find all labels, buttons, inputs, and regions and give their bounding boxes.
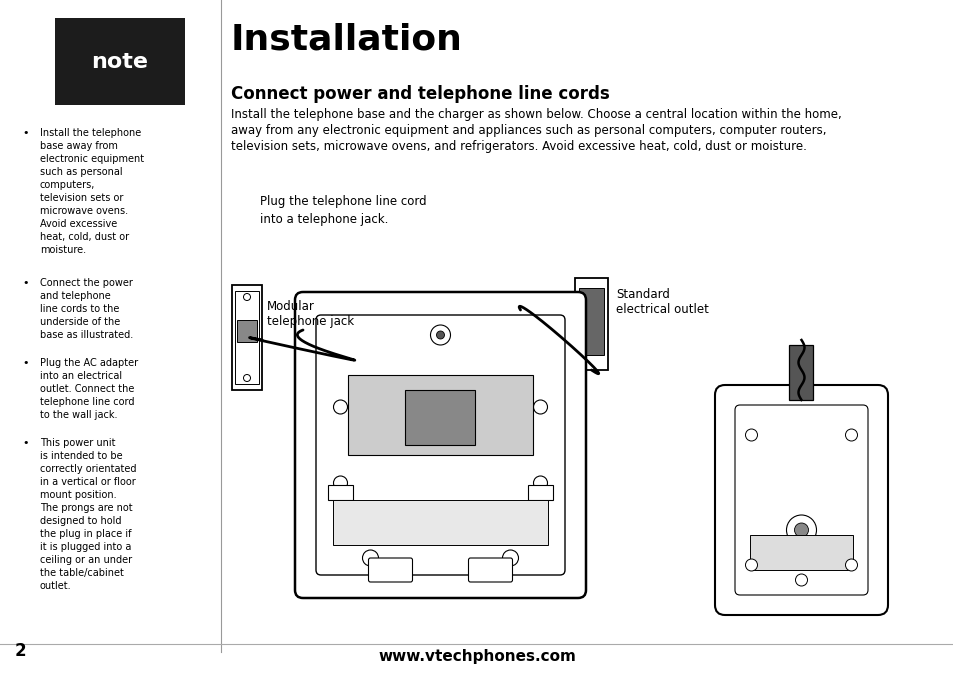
FancyBboxPatch shape — [294, 292, 585, 598]
Text: •: • — [22, 278, 29, 288]
Circle shape — [795, 574, 806, 586]
Bar — [328, 485, 353, 500]
Circle shape — [334, 400, 347, 414]
Bar — [578, 288, 603, 355]
Circle shape — [744, 559, 757, 571]
Circle shape — [243, 293, 251, 301]
Text: away from any electronic equipment and appliances such as personal computers, co: away from any electronic equipment and a… — [231, 124, 825, 137]
Text: Standard
electrical outlet: Standard electrical outlet — [616, 288, 708, 316]
Text: Connect the power
and telephone
line cords to the
underside of the
base as illus: Connect the power and telephone line cor… — [40, 278, 133, 340]
Text: note: note — [91, 52, 149, 72]
Circle shape — [502, 550, 518, 566]
FancyBboxPatch shape — [368, 558, 412, 582]
Circle shape — [844, 559, 857, 571]
Bar — [527, 485, 553, 500]
Bar — [789, 345, 813, 400]
Text: This power unit
is intended to be
correctly orientated
in a vertical or floor
mo: This power unit is intended to be correc… — [40, 438, 136, 591]
Bar — [234, 291, 258, 384]
Bar — [236, 320, 256, 342]
Text: television sets, microwave ovens, and refrigerators. Avoid excessive heat, cold,: television sets, microwave ovens, and re… — [231, 140, 806, 153]
Text: •: • — [22, 358, 29, 368]
Circle shape — [744, 429, 757, 441]
FancyBboxPatch shape — [55, 18, 185, 105]
Circle shape — [785, 515, 816, 545]
Text: •: • — [22, 128, 29, 138]
Text: Modular
telephone jack: Modular telephone jack — [267, 300, 354, 328]
Bar — [333, 500, 547, 545]
Bar — [232, 285, 262, 390]
Bar — [749, 535, 852, 570]
Circle shape — [533, 400, 547, 414]
Text: Install the telephone
base away from
electronic equipment
such as personal
compu: Install the telephone base away from ele… — [40, 128, 144, 255]
Text: Connect power and telephone line cords: Connect power and telephone line cords — [231, 85, 609, 103]
Text: Plug the AC adapter
into an electrical
outlet. Connect the
telephone line cord
t: Plug the AC adapter into an electrical o… — [40, 358, 138, 420]
Bar — [405, 390, 475, 445]
Circle shape — [436, 331, 444, 339]
FancyBboxPatch shape — [315, 315, 564, 575]
Text: Installation: Installation — [231, 22, 462, 56]
Circle shape — [794, 523, 807, 537]
Circle shape — [334, 476, 347, 490]
Bar — [575, 278, 607, 370]
Circle shape — [362, 550, 378, 566]
Bar — [348, 375, 533, 455]
Text: Install the telephone base and the charger as shown below. Choose a central loca: Install the telephone base and the charg… — [231, 108, 841, 121]
FancyBboxPatch shape — [468, 558, 512, 582]
Circle shape — [844, 429, 857, 441]
Circle shape — [430, 325, 450, 345]
FancyBboxPatch shape — [734, 405, 867, 595]
FancyBboxPatch shape — [714, 385, 887, 615]
Text: Plug the telephone line cord
into a telephone jack.: Plug the telephone line cord into a tele… — [260, 195, 426, 226]
Text: 2: 2 — [15, 642, 27, 660]
Text: www.vtechphones.com: www.vtechphones.com — [377, 649, 576, 664]
Circle shape — [243, 374, 251, 381]
Circle shape — [533, 476, 547, 490]
Text: •: • — [22, 438, 29, 448]
